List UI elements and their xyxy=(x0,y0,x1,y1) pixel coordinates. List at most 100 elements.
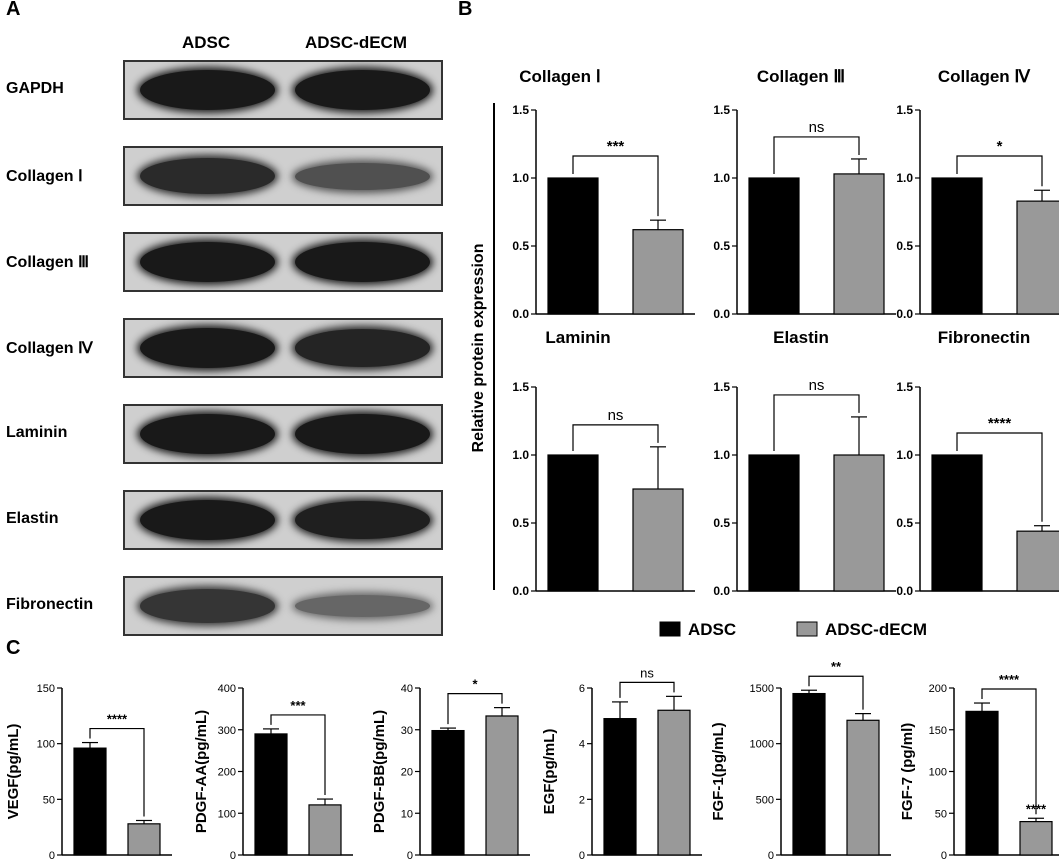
blot-row-label: Elastin xyxy=(6,510,59,527)
panel-b-y-label: Relative protein expression xyxy=(470,244,487,453)
legend-label-0: ADSC xyxy=(688,620,736,639)
y-tick-label: 0.0 xyxy=(512,307,529,321)
significance-label: **** xyxy=(988,415,1012,432)
y-tick-label: 0.0 xyxy=(713,584,730,598)
y-tick-label: 0.0 xyxy=(512,584,529,598)
blot-band xyxy=(140,328,275,368)
y-tick-label: 4 xyxy=(579,739,585,751)
y-tick-label: 0.0 xyxy=(896,584,913,598)
y-tick-label: 0.0 xyxy=(896,307,913,321)
significance-bracket xyxy=(956,432,1043,522)
y-tick-label: 0.5 xyxy=(896,239,913,253)
y-tick-label: 1.5 xyxy=(512,380,529,394)
blot-row-label: Collagen Ⅲ xyxy=(6,254,90,271)
significance-bracket xyxy=(447,693,503,725)
significance-bracket xyxy=(572,155,659,217)
y-tick-label: 400 xyxy=(218,683,236,695)
bar-adsc-decm xyxy=(632,488,684,592)
y-tick-label: 1.5 xyxy=(713,380,730,394)
blot-band xyxy=(140,589,275,623)
panel-letter-c: C xyxy=(6,637,21,659)
bar-adsc-decm xyxy=(127,823,161,856)
significance-label: ns xyxy=(809,377,825,394)
blot-row-label: GAPDH xyxy=(6,80,64,97)
significance-label: ** xyxy=(831,659,842,674)
y-tick-label: 0.5 xyxy=(713,239,730,253)
blot-lane-row xyxy=(123,576,443,636)
bar-adsc xyxy=(254,733,288,856)
blot-row-label: Collagen Ⅳ xyxy=(6,340,93,357)
legend-swatch-1 xyxy=(796,621,818,637)
blot-lane-row xyxy=(123,404,443,464)
chart-title: Elastin xyxy=(773,328,829,347)
significance-label: * xyxy=(472,677,478,692)
panel-letter-a: A xyxy=(6,0,21,20)
significance-bracket xyxy=(808,675,864,710)
blot-lane-row xyxy=(123,318,443,378)
blot-row-label: Fibronectin xyxy=(6,596,94,613)
bar-adsc-decm xyxy=(833,173,885,315)
y-tick-label: 1.5 xyxy=(512,103,529,117)
significance-bracket xyxy=(572,424,659,451)
y-tick-label: 1.0 xyxy=(896,448,913,462)
y-tick-label: 200 xyxy=(929,683,947,695)
bar-adsc xyxy=(547,454,599,592)
y-tick-label: 0 xyxy=(768,850,774,862)
legend-swatch-0 xyxy=(659,621,681,637)
blot-row-label: Collagen Ⅰ xyxy=(6,168,83,185)
y-tick-label: 30 xyxy=(401,725,413,737)
y-tick-label: 6 xyxy=(579,683,585,695)
chart-title: Laminin xyxy=(545,328,610,347)
y-tick-label: 0 xyxy=(407,850,413,862)
y-tick-label: 1000 xyxy=(750,739,774,751)
bar-adsc-decm xyxy=(833,454,885,592)
chart-title: Collagen Ⅳ xyxy=(938,67,1032,86)
y-tick-label: 50 xyxy=(43,794,55,806)
blot-band xyxy=(295,162,430,190)
significance-bracket xyxy=(956,155,1043,187)
y-tick-label: 0.5 xyxy=(896,516,913,530)
y-axis-label: PDGF-BB(pg/mL) xyxy=(371,710,388,833)
blot-lane-row xyxy=(123,146,443,206)
significance-bracket xyxy=(981,688,1037,815)
blot-row-label: Laminin xyxy=(6,424,68,441)
bar-adsc-decm xyxy=(846,719,880,856)
blot-band xyxy=(295,500,430,540)
bar-adsc-decm xyxy=(308,804,342,856)
y-tick-label: 0.0 xyxy=(713,307,730,321)
y-tick-label: 500 xyxy=(756,794,774,806)
y-tick-label: 0.5 xyxy=(512,516,529,530)
y-tick-label: 0 xyxy=(941,850,947,862)
y-tick-label: 100 xyxy=(929,767,947,779)
significance-bracket xyxy=(773,394,860,451)
bar-adsc xyxy=(603,718,637,856)
y-tick-label: 0.5 xyxy=(713,516,730,530)
significance-label: **** xyxy=(999,672,1020,687)
y-axis-label: PDGF-AA(pg/mL) xyxy=(193,710,210,833)
chart-title: Collagen Ⅰ xyxy=(519,67,601,86)
blot-band xyxy=(140,157,275,195)
bar-adsc-decm xyxy=(1016,200,1059,315)
blot-column-adsc: ADSC xyxy=(182,33,231,52)
y-axis-label: FGF-1(pg/mL) xyxy=(710,722,727,820)
bar-adsc xyxy=(931,454,983,592)
blot-band xyxy=(140,500,275,540)
blot-band xyxy=(295,595,430,617)
blot-column-adsc-decm: ADSC-dECM xyxy=(305,33,407,52)
bar-adsc xyxy=(965,710,999,856)
panel-letter-b: B xyxy=(458,0,473,20)
y-tick-label: 300 xyxy=(218,725,236,737)
bar-adsc xyxy=(931,177,983,315)
y-tick-label: 150 xyxy=(37,683,55,695)
bar-adsc xyxy=(748,177,800,315)
y-tick-label: 1.0 xyxy=(512,448,529,462)
y-tick-label: 20 xyxy=(401,767,413,779)
blot-band xyxy=(140,70,275,110)
bar-adsc xyxy=(547,177,599,315)
blot-lane-row xyxy=(123,490,443,550)
y-tick-label: 1.0 xyxy=(896,171,913,185)
chart-title: Collagen Ⅲ xyxy=(757,67,845,86)
bar-adsc xyxy=(748,454,800,592)
blot-band xyxy=(295,414,430,454)
